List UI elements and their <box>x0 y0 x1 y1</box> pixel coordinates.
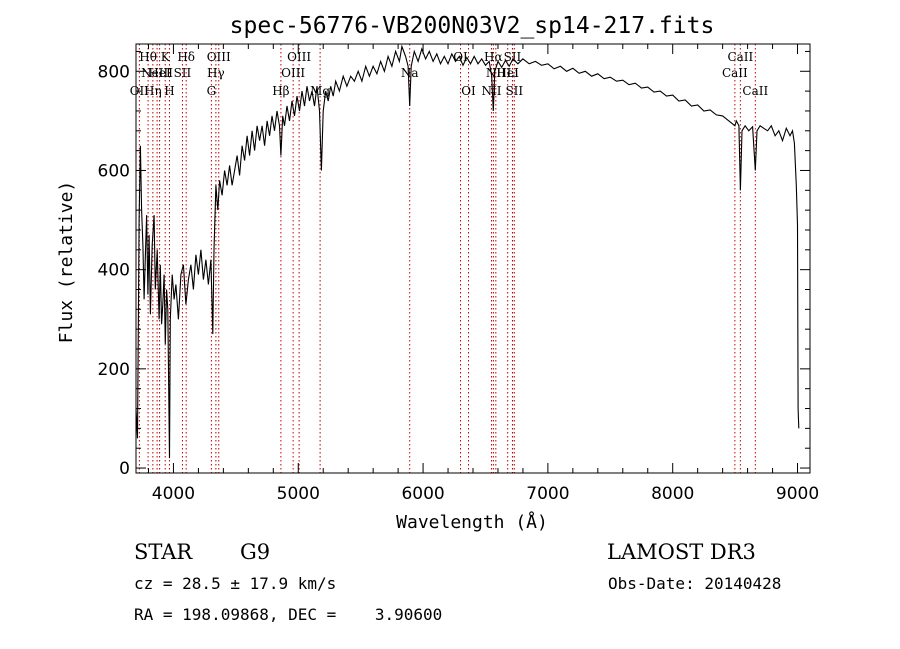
line-label: SII <box>505 84 523 98</box>
line-label: NII <box>481 84 501 98</box>
line-label: OIII <box>281 66 305 80</box>
line-label: Hθ <box>139 50 157 64</box>
line-label: Li <box>507 66 519 80</box>
plot-frame <box>135 43 811 474</box>
line-label: SII <box>504 50 522 64</box>
y-tick-label: 400 <box>98 261 130 281</box>
x-tick-label: 8000 <box>651 484 694 504</box>
line-label: Na <box>401 66 419 80</box>
y-tick-label: 0 <box>119 459 130 479</box>
redshift-text: cz = 28.5 ± 17.9 km/s <box>134 574 337 593</box>
line-label: CaII <box>742 84 768 98</box>
line-label: Hδ <box>177 50 195 64</box>
x-tick-label: 7000 <box>526 484 569 504</box>
line-label: OI <box>453 50 468 64</box>
y-tick-label: 600 <box>98 161 130 181</box>
x-tick-label: 4000 <box>152 484 195 504</box>
line-label: H <box>164 84 174 98</box>
y-tick-label: 200 <box>98 360 130 380</box>
y-axis-label: Flux (relative) <box>56 181 77 344</box>
x-tick-label: 5000 <box>277 484 320 504</box>
chart-title: spec-56776-VB200N03V2_sp14-217.fits <box>230 13 715 39</box>
line-labels-layer: OIIHθHηNeIIIHeIKHSIIHδGHγOIIIHβOIIIOIIIM… <box>130 50 769 98</box>
line-label: HeI <box>148 66 171 80</box>
spectrum-line <box>135 44 800 459</box>
object-class: STAR <box>134 540 193 564</box>
line-label: SII <box>174 66 192 80</box>
y-tick-label: 800 <box>98 62 130 82</box>
line-markers-layer <box>138 44 756 473</box>
survey-name: LAMOST DR3 <box>607 540 756 564</box>
line-label: Hα <box>484 50 503 64</box>
ra-dec-text: RA = 198.09868, DEC = 3.90600 <box>134 605 443 624</box>
line-label: CaII <box>722 66 748 80</box>
line-label: Hβ <box>272 84 289 98</box>
line-label: K <box>161 50 171 64</box>
line-label: NeIII <box>141 66 173 80</box>
axis-ticks: 4000 5000 6000 7000 8000 9000 0 200 400 600 800 <box>98 44 819 504</box>
x-axis-label: Wavelength (Å) <box>396 511 548 533</box>
line-label: OI <box>461 84 476 98</box>
line-label: CaII <box>727 50 753 64</box>
obs-date-text: Obs-Date: 20140428 <box>608 574 782 593</box>
line-label: Hγ <box>207 66 225 80</box>
line-label: Hη <box>144 84 162 98</box>
x-tick-label: 9000 <box>776 484 819 504</box>
x-tick-label: 6000 <box>401 484 444 504</box>
line-label: HeI <box>497 66 520 80</box>
line-label: OIII <box>287 50 311 64</box>
line-label: G <box>207 84 217 98</box>
object-subclass: G9 <box>240 540 271 564</box>
line-label: OIII <box>207 50 231 64</box>
